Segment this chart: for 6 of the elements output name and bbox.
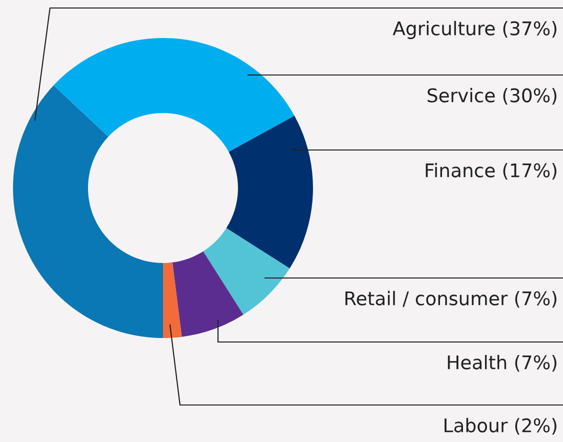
slice-label: Finance (17%) <box>426 162 556 180</box>
slice-label: Labour (2%) <box>444 418 556 435</box>
slice-label: Health (7%) <box>448 354 556 372</box>
slice-label: Retail / consumer (7%) <box>345 290 556 308</box>
slice-label: Service (30%) <box>428 88 556 105</box>
slice-label: Agriculture (37%) <box>392 20 556 40</box>
